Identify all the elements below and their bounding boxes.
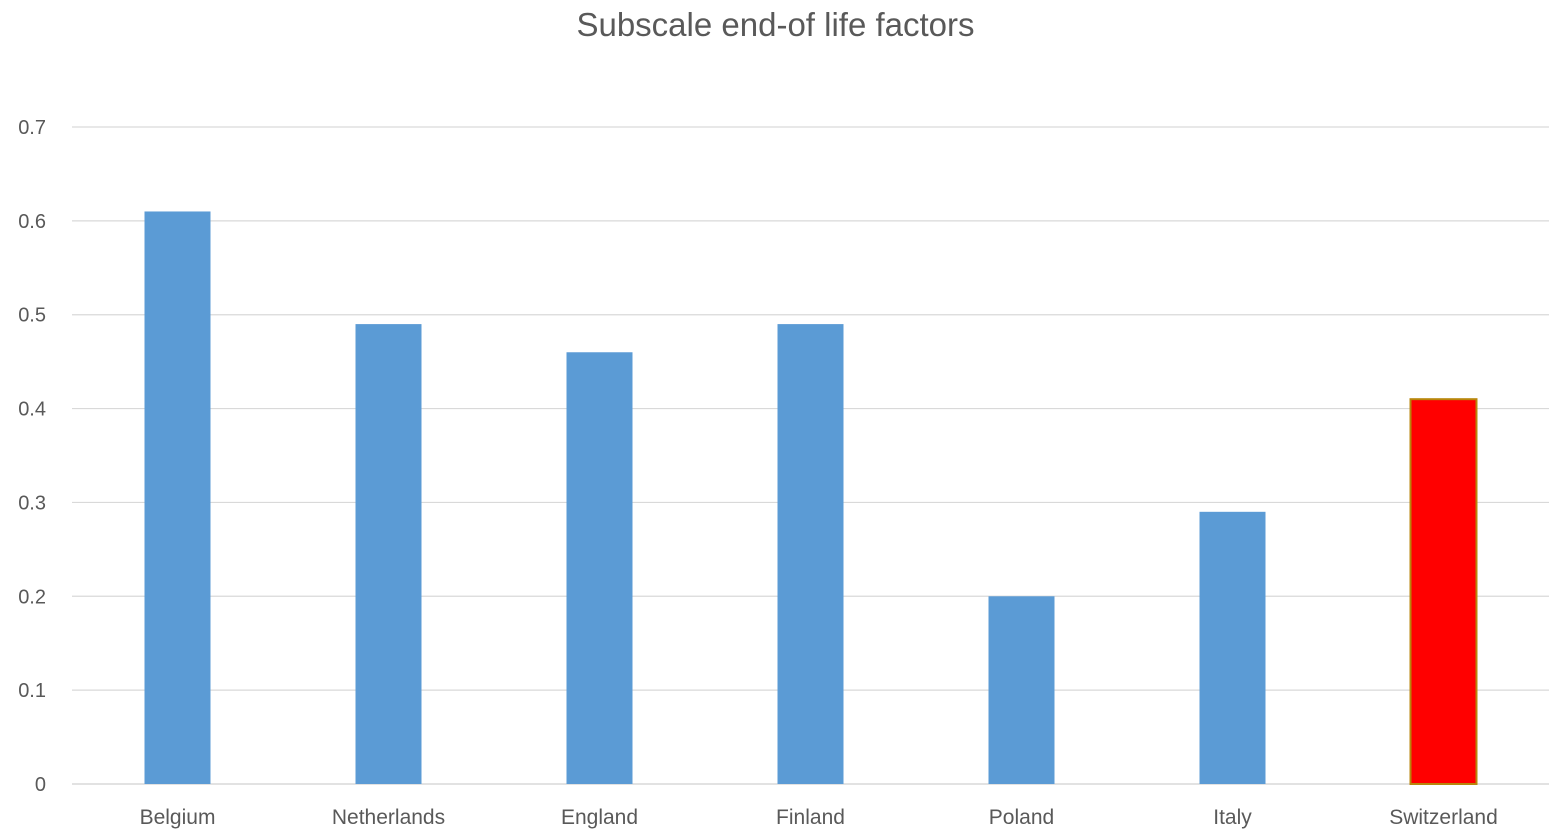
y-tick-label: 0 — [35, 774, 46, 796]
y-tick-label: 0.5 — [18, 305, 46, 327]
x-tick-label-england: England — [561, 806, 638, 829]
x-axis-ticks: Belgium Netherlands England Finland Poland It… — [140, 806, 1498, 829]
bar-switzerland — [1409, 398, 1478, 785]
y-tick-label: 0.2 — [18, 586, 46, 608]
bar-england — [566, 352, 633, 784]
y-tick-label: 0.4 — [18, 399, 46, 421]
bar-poland — [988, 596, 1055, 784]
x-tick-label-italy: Italy — [1213, 806, 1252, 829]
bar-netherlands — [355, 324, 422, 784]
bar-italy — [1199, 511, 1266, 784]
y-tick-label: 0.3 — [18, 492, 46, 514]
y-tick-label: 0.1 — [18, 680, 46, 702]
y-axis-ticks: 0 0.1 0.2 0.3 0.4 0.5 0.6 0.7 — [18, 117, 46, 796]
x-tick-label-poland: Poland — [989, 806, 1054, 829]
y-tick-label: 0.7 — [18, 117, 46, 139]
bars — [144, 211, 1478, 785]
x-tick-label-switzerland: Switzerland — [1389, 806, 1498, 829]
x-tick-label-belgium: Belgium — [140, 806, 216, 829]
x-tick-label-finland: Finland — [776, 806, 845, 829]
chart-title: Subscale end-of life factors — [576, 6, 975, 43]
x-tick-label-netherlands: Netherlands — [332, 806, 445, 829]
bar-finland — [777, 324, 844, 784]
y-tick-label: 0.6 — [18, 211, 46, 233]
bar-belgium — [144, 211, 211, 784]
